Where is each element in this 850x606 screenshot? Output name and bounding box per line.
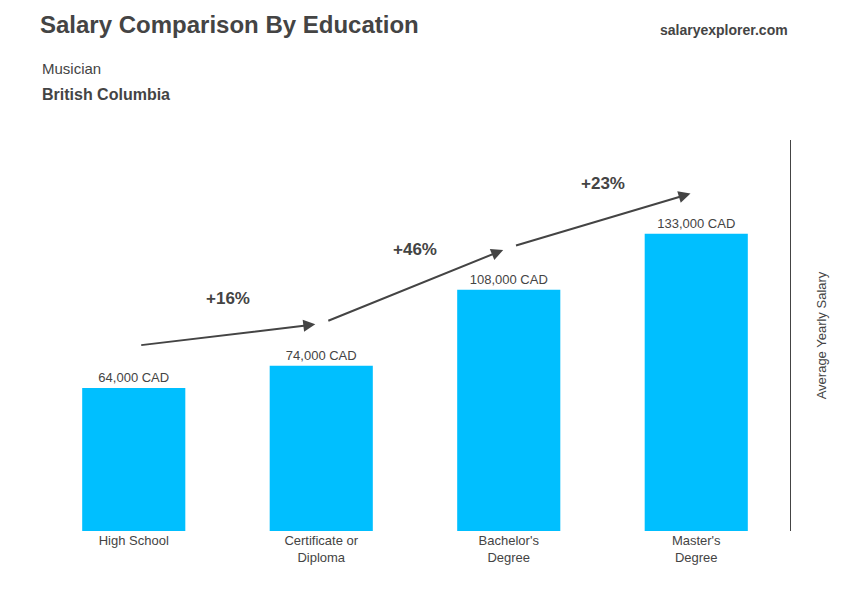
- svg-text:133,000 CAD: 133,000 CAD: [657, 216, 735, 231]
- svg-text:Bachelor'sDegree: Bachelor'sDegree: [479, 533, 540, 565]
- svg-text:+16%: +16%: [206, 289, 250, 308]
- svg-text:108,000 CAD: 108,000 CAD: [470, 272, 548, 287]
- svg-text:Master'sDegree: Master'sDegree: [672, 533, 721, 565]
- svg-text:High School: High School: [99, 533, 169, 548]
- svg-text:+23%: +23%: [581, 174, 625, 193]
- svg-text:Musician: Musician: [42, 60, 101, 77]
- svg-text:+46%: +46%: [393, 240, 437, 259]
- svg-text:Certificate orDiploma: Certificate orDiploma: [284, 533, 358, 565]
- svg-text:74,000 CAD: 74,000 CAD: [286, 348, 357, 363]
- svg-text:salaryexplorer.com: salaryexplorer.com: [660, 22, 788, 38]
- svg-text:Salary Comparison By Education: Salary Comparison By Education: [40, 11, 419, 38]
- svg-text:Average Yearly Salary: Average Yearly Salary: [814, 271, 829, 399]
- svg-text:64,000 CAD: 64,000 CAD: [98, 370, 169, 385]
- svg-text:British Columbia: British Columbia: [42, 86, 170, 103]
